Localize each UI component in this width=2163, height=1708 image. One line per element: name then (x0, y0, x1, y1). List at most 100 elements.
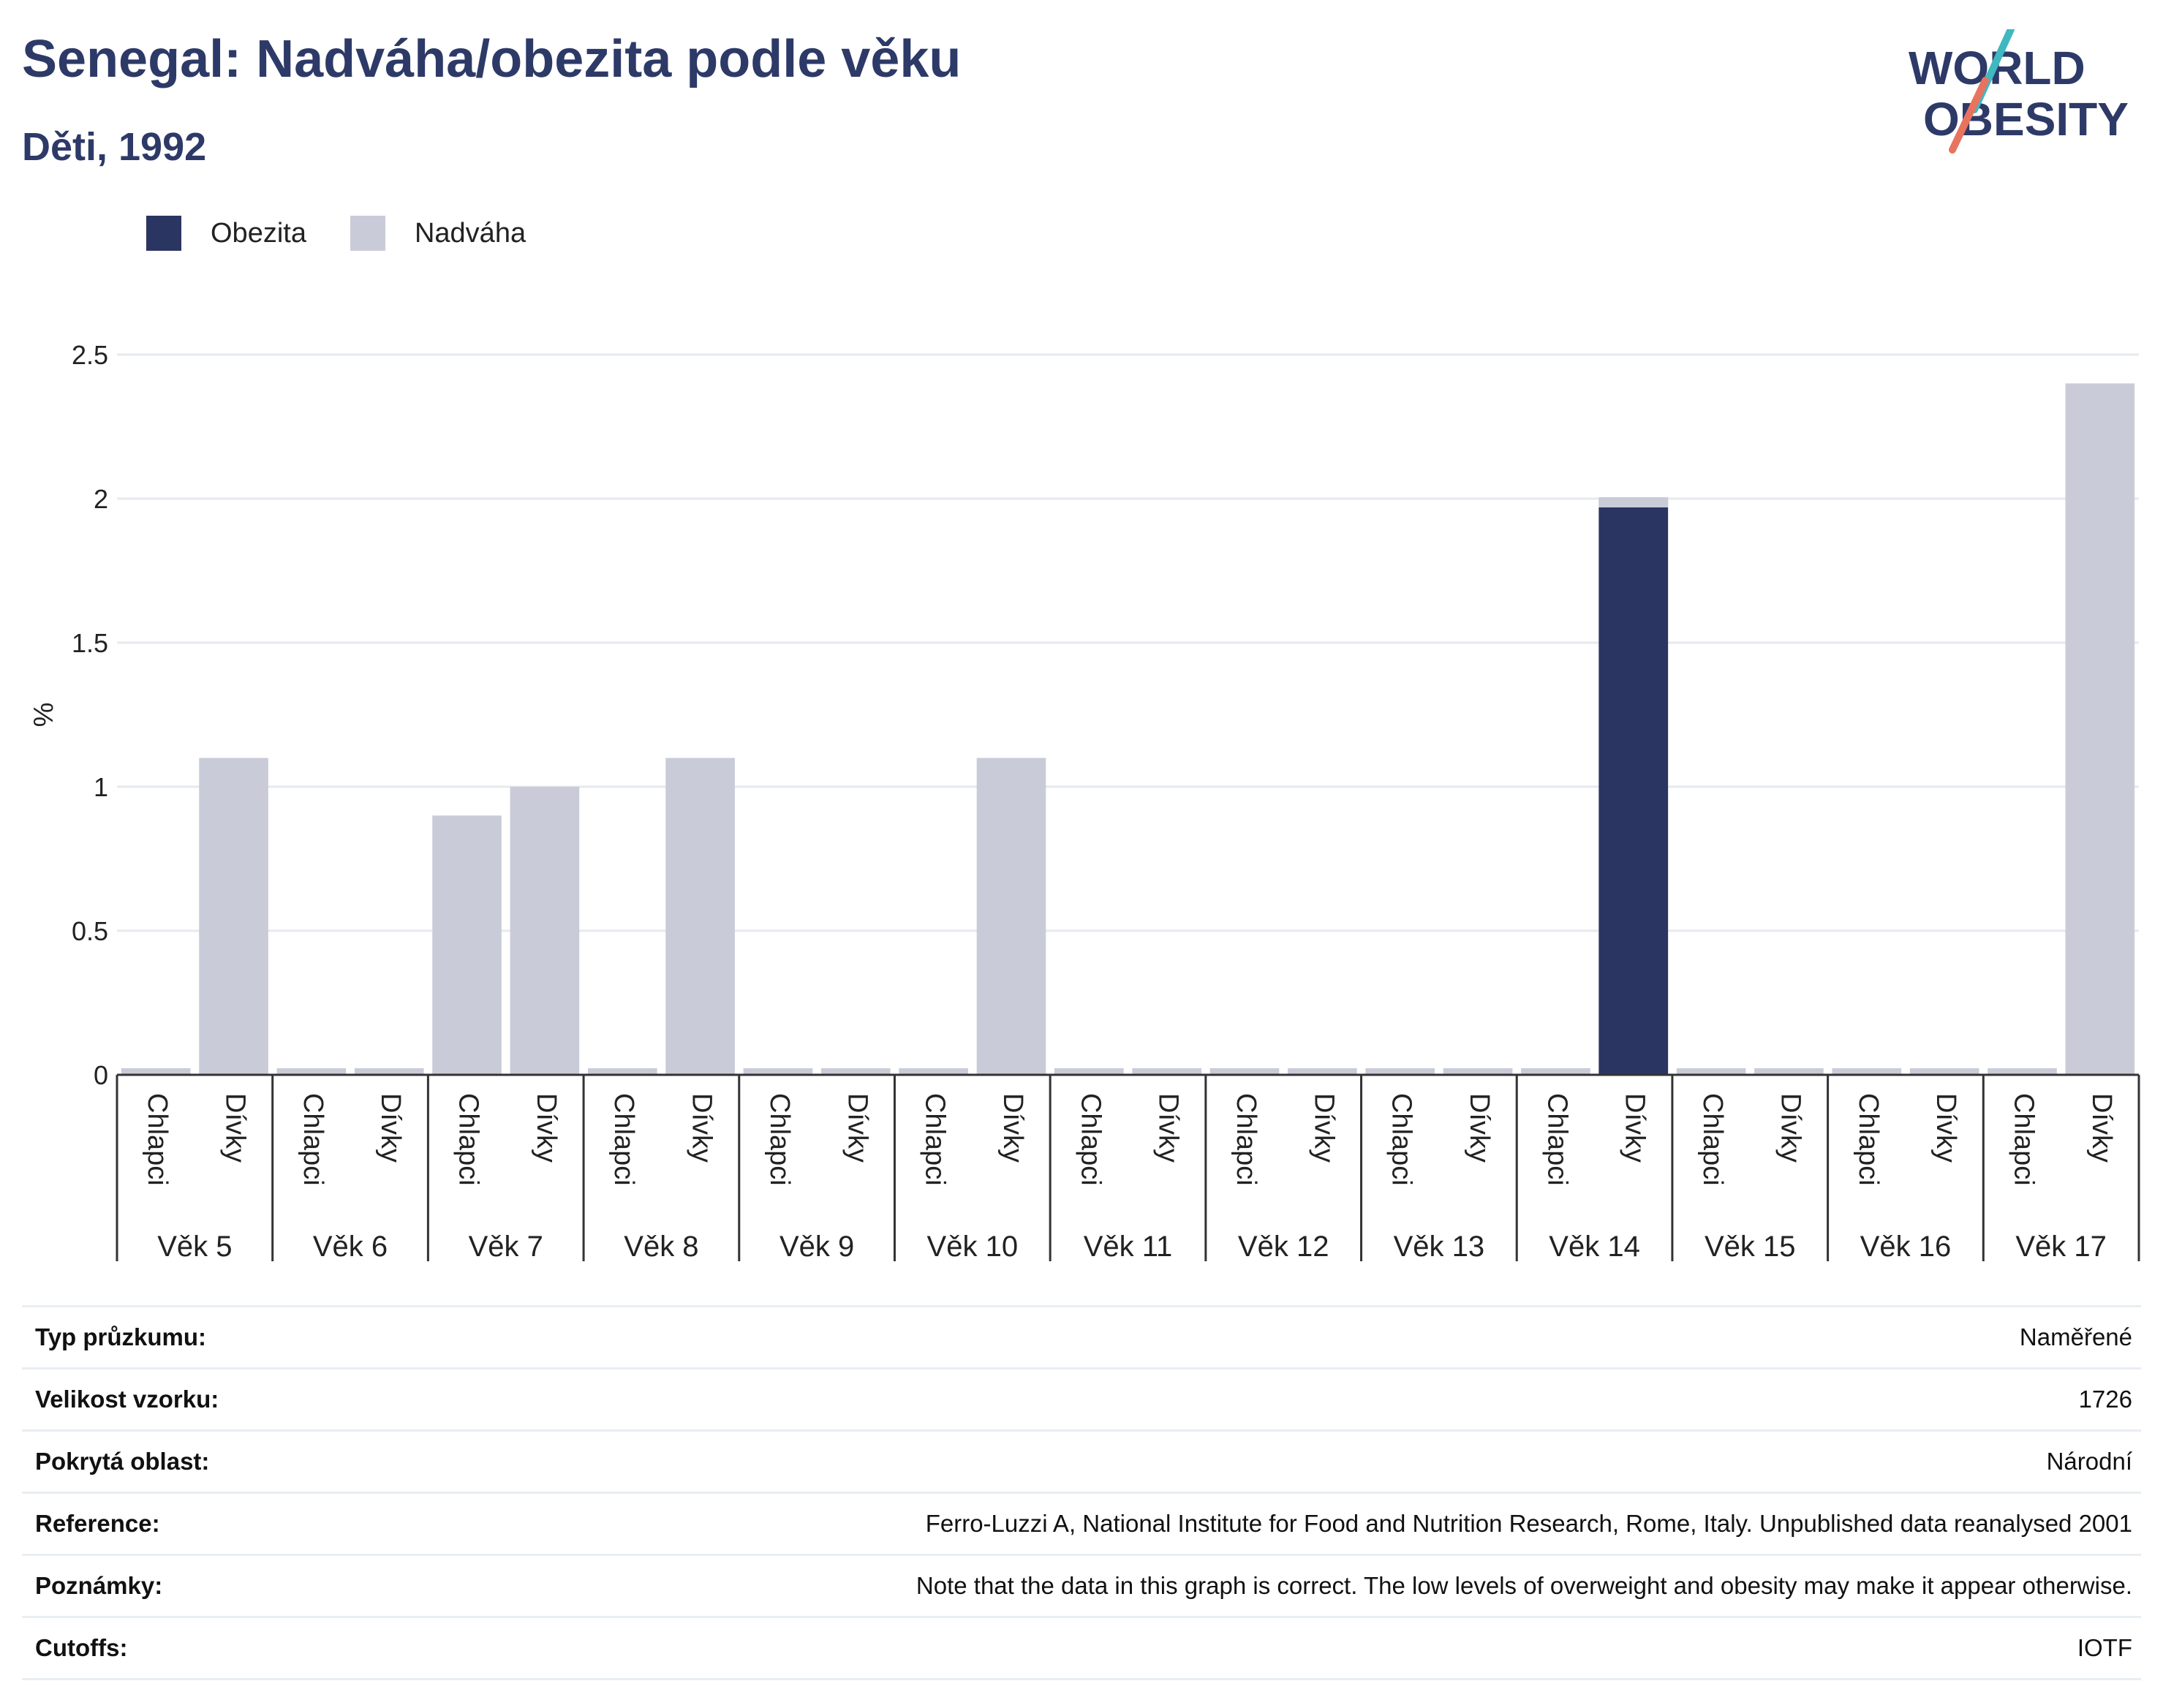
bar-overweight (432, 815, 502, 1075)
x-group-label: Věk 5 (157, 1231, 232, 1263)
bar-overweight (510, 787, 580, 1075)
x-subcategory-label: Chlapci (920, 1093, 951, 1186)
x-group-label: Věk 13 (1394, 1231, 1485, 1263)
info-row-survey-type: Typ průzkumu: Naměřené (22, 1305, 2141, 1367)
info-row-sample-size: Velikost vzorku: 1726 (22, 1367, 2141, 1429)
info-label: Cutoffs: (35, 1634, 128, 1661)
x-group-label: Věk 6 (313, 1231, 388, 1263)
y-tick-label: 2 (94, 484, 108, 514)
info-label: Typ průzkumu: (35, 1323, 207, 1350)
info-row-notes: Poznámky: Note that the data in this gra… (22, 1554, 2141, 1616)
bar-zero (820, 1068, 891, 1075)
x-subcategory-label: Dívky (1464, 1093, 1495, 1163)
x-subcategory-label: Dívky (1308, 1093, 1339, 1163)
x-subcategory-label: Chlapci (142, 1093, 173, 1186)
x-subcategory-label: Chlapci (1541, 1093, 1572, 1186)
x-group-label: Věk 10 (927, 1231, 1019, 1263)
x-subcategory-label: Dívky (687, 1093, 717, 1163)
x-subcategory-label: Dívky (997, 1093, 1028, 1163)
bar-zero (587, 1068, 657, 1075)
info-row-area: Pokrytá oblast: Národní (22, 1429, 2141, 1492)
x-group-label: Věk 16 (1860, 1231, 1952, 1263)
bar-zero (743, 1068, 813, 1075)
x-subcategory-label: Chlapci (453, 1093, 484, 1186)
x-subcategory-label: Chlapci (1853, 1093, 1884, 1186)
info-row-cutoffs: Cutoffs: IOTF (22, 1616, 2141, 1680)
x-subcategory-label: Chlapci (1231, 1093, 1261, 1186)
bar-zero (1443, 1068, 1513, 1075)
bar-zero (1988, 1068, 2057, 1075)
x-subcategory-label: Dívky (531, 1093, 562, 1163)
y-tick-label: 2.5 (72, 340, 108, 370)
info-value: Národní (2046, 1448, 2132, 1475)
info-value: Naměřené (2019, 1323, 2132, 1350)
y-axis-label: % (29, 703, 59, 728)
bar-overweight (199, 757, 268, 1075)
x-subcategory-label: Dívky (842, 1093, 872, 1163)
bar-zero (899, 1068, 968, 1075)
x-subcategory-label: Dívky (1620, 1093, 1650, 1163)
x-subcategory-label: Dívky (219, 1093, 250, 1163)
legend-item-obesity[interactable]: Obezita (146, 216, 306, 251)
bar-zero (1832, 1068, 1902, 1075)
info-label: Poznámky: (35, 1572, 163, 1599)
logo-word-obesity: OBESITY (1923, 93, 2129, 146)
x-group-label: Věk 12 (1238, 1231, 1329, 1263)
y-tick-label: 1.5 (72, 628, 108, 658)
x-group-label: Věk 17 (2015, 1231, 2107, 1263)
x-group-label: Věk 8 (624, 1231, 698, 1263)
info-label: Reference: (35, 1510, 160, 1537)
info-row-reference: Reference: Ferro-Luzzi A, National Insti… (22, 1492, 2141, 1554)
x-subcategory-label: Chlapci (2008, 1093, 2039, 1186)
chart-subtitle: Děti, 1992 (22, 125, 207, 169)
legend-swatch-obesity (146, 216, 181, 251)
x-subcategory-label: Chlapci (298, 1093, 328, 1186)
info-value: Ferro-Luzzi A, National Institute for Fo… (925, 1510, 2132, 1537)
x-group-label: Věk 7 (469, 1231, 543, 1263)
chart-legend: Obezita Nadváha (146, 216, 570, 251)
x-subcategory-label: Chlapci (1697, 1093, 1728, 1186)
bar-overweight-cap (1598, 497, 1669, 507)
x-subcategory-label: Dívky (1775, 1093, 1805, 1163)
x-group-label: Věk 15 (1705, 1231, 1796, 1263)
info-value: IOTF (2077, 1634, 2132, 1661)
x-subcategory-label: Dívky (1930, 1093, 1961, 1163)
survey-info-table: Typ průzkumu: Naměřené Velikost vzorku: … (22, 1305, 2141, 1680)
bar-zero (1754, 1068, 1824, 1075)
x-subcategory-label: Dívky (375, 1093, 406, 1163)
y-tick-label: 0.5 (72, 916, 108, 946)
info-value: Note that the data in this graph is corr… (916, 1572, 2132, 1599)
x-group-label: Věk 9 (779, 1231, 854, 1263)
bar-obesity-body (1598, 507, 1669, 1075)
legend-item-overweight[interactable]: Nadváha (350, 216, 526, 251)
bar-zero (354, 1068, 424, 1075)
bar-zero (121, 1068, 191, 1075)
chart-title: Senegal: Nadváha/obezita podle věku (22, 30, 962, 88)
bar-overweight (665, 757, 735, 1075)
x-subcategory-label: Chlapci (608, 1093, 639, 1186)
x-subcategory-label: Dívky (2086, 1093, 2117, 1163)
bar-overweight (976, 757, 1046, 1075)
x-subcategory-label: Chlapci (1075, 1093, 1106, 1186)
bar-zero (1132, 1068, 1201, 1075)
x-group-label: Věk 14 (1549, 1231, 1640, 1263)
x-subcategory-label: Chlapci (764, 1093, 795, 1186)
info-value: 1726 (2078, 1386, 2132, 1413)
world-obesity-logo: WORLD OBESITY (1909, 29, 2129, 154)
x-subcategory-label: Dívky (1153, 1093, 1184, 1163)
bar-zero (1288, 1068, 1357, 1075)
legend-swatch-overweight (350, 216, 385, 251)
y-tick-label: 1 (94, 772, 108, 802)
bar-zero (1054, 1068, 1124, 1075)
bar-zero (1909, 1068, 1979, 1075)
legend-label-obesity: Obezita (211, 217, 306, 249)
x-subcategory-label: Chlapci (1386, 1093, 1417, 1186)
logo-slash-coral (1949, 77, 1989, 154)
bar-zero (1676, 1068, 1746, 1075)
bar-zero (1521, 1068, 1590, 1075)
info-label: Pokrytá oblast: (35, 1448, 210, 1475)
bar-overweight (2065, 383, 2135, 1075)
bar-zero (1209, 1068, 1280, 1075)
bar-chart: 0 0.5 1 1.5 2 2.5% Chlapci Dívky Věk 5 Chlapci Dív… (29, 340, 2140, 1263)
bar-zero (1365, 1068, 1435, 1075)
